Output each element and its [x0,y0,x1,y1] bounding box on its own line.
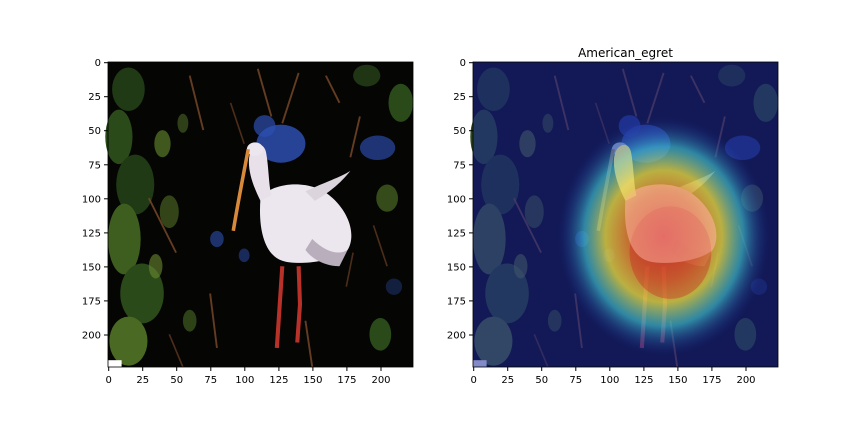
svg-text:0: 0 [471,375,477,386]
y-tick: 200 [82,331,108,342]
svg-text:150: 150 [303,375,322,386]
svg-text:75: 75 [569,375,582,386]
x-axis-heatmap: 0 25 50 75 100 125 150 175 200 [471,367,756,386]
x-tick: 175 [337,367,356,386]
y-axis-heatmap: 0 25 50 75 100 125 150 175 200 [447,58,473,342]
x-tick: 0 [106,367,112,386]
panel-heatmap: American_egret 0 25 50 75 100 125 150 17… [447,46,778,386]
axes-frame-original [107,61,414,368]
svg-text:125: 125 [634,375,653,386]
svg-text:75: 75 [453,160,466,171]
svg-text:125: 125 [82,228,101,239]
svg-text:200: 200 [447,331,466,342]
svg-text:100: 100 [600,375,619,386]
y-tick: 175 [447,296,473,307]
y-axis-original: 0 25 50 75 100 125 150 175 200 [82,58,108,342]
svg-text:150: 150 [447,262,466,273]
x-tick: 200 [371,367,391,386]
x-tick: 50 [170,367,183,386]
y-tick: 150 [82,262,108,273]
svg-text:25: 25 [88,92,101,103]
x-tick: 125 [269,367,288,386]
y-tick: 175 [82,296,108,307]
svg-text:50: 50 [535,375,548,386]
svg-text:0: 0 [106,375,112,386]
y-tick: 0 [460,58,473,69]
svg-text:200: 200 [371,375,390,386]
svg-text:175: 175 [82,296,101,307]
svg-text:75: 75 [88,160,101,171]
x-tick: 150 [303,367,322,386]
y-tick: 25 [453,92,473,103]
svg-text:125: 125 [269,375,288,386]
y-tick: 75 [453,160,473,171]
svg-text:150: 150 [668,375,687,386]
svg-text:200: 200 [82,331,101,342]
y-tick: 75 [88,160,108,171]
x-tick: 100 [235,367,254,386]
svg-text:100: 100 [235,375,254,386]
svg-text:175: 175 [447,296,466,307]
y-tick: 125 [82,228,108,239]
svg-text:175: 175 [702,375,721,386]
svg-text:50: 50 [453,126,466,137]
y-tick: 0 [95,58,108,69]
svg-text:25: 25 [453,92,466,103]
svg-text:100: 100 [82,194,101,205]
y-tick: 150 [447,262,473,273]
x-tick: 50 [535,367,548,386]
y-tick: 125 [447,228,473,239]
y-tick: 100 [82,194,108,205]
svg-text:50: 50 [88,126,101,137]
y-tick: 100 [447,194,473,205]
panel-title: American_egret [578,46,673,60]
y-tick: 50 [453,126,473,137]
x-tick: 25 [136,367,149,386]
svg-text:175: 175 [337,375,356,386]
y-tick: 50 [88,126,108,137]
x-tick: 150 [668,367,687,386]
axes-frame-heatmap [472,61,779,368]
panel-original: 0 25 50 75 100 125 150 175 200 0 25 50 7… [82,58,413,386]
svg-text:0: 0 [460,58,466,69]
svg-text:0: 0 [95,58,101,69]
svg-text:25: 25 [136,375,149,386]
svg-text:75: 75 [204,375,217,386]
x-tick: 0 [471,367,477,386]
x-tick: 200 [736,367,756,386]
y-tick: 25 [88,92,108,103]
x-tick: 100 [600,367,619,386]
x-tick: 125 [634,367,653,386]
svg-text:150: 150 [82,262,101,273]
x-tick: 75 [569,367,582,386]
x-tick: 25 [501,367,514,386]
x-tick: 175 [702,367,721,386]
y-tick: 200 [447,331,473,342]
svg-text:25: 25 [501,375,514,386]
svg-text:125: 125 [447,228,466,239]
svg-text:100: 100 [447,194,466,205]
x-axis-original: 0 25 50 75 100 125 150 175 200 [106,367,391,386]
svg-text:200: 200 [736,375,755,386]
x-tick: 75 [204,367,217,386]
svg-text:50: 50 [170,375,183,386]
